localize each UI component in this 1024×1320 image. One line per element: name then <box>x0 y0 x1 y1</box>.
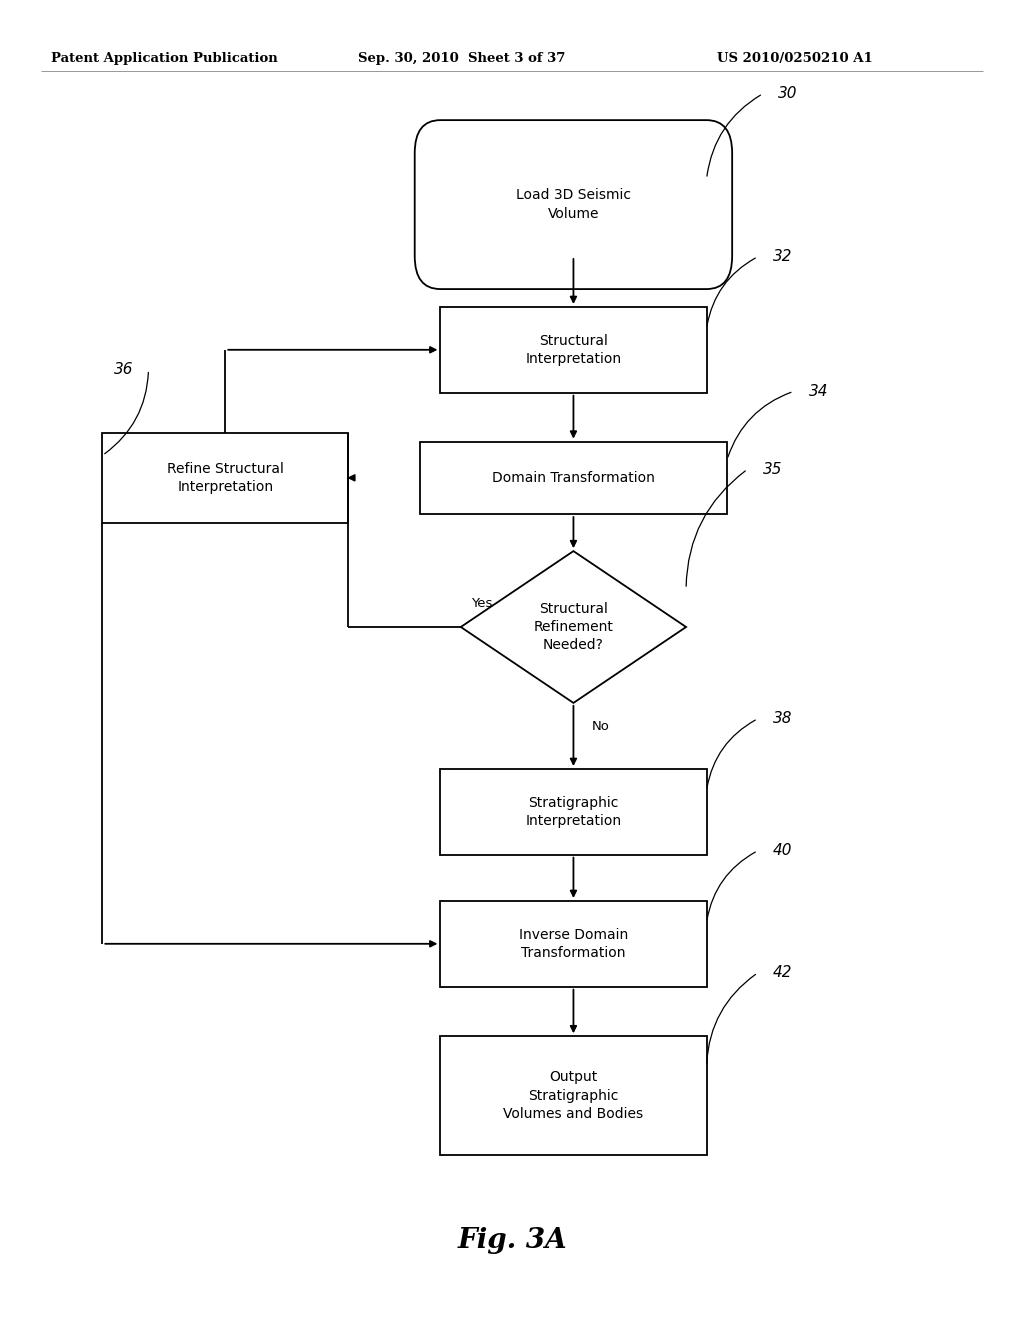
Text: US 2010/0250210 A1: US 2010/0250210 A1 <box>717 51 872 65</box>
Bar <box>440 306 707 393</box>
Text: Refine Structural
Interpretation: Refine Structural Interpretation <box>167 462 284 494</box>
Polygon shape <box>461 552 686 702</box>
Text: 32: 32 <box>773 249 793 264</box>
Bar <box>102 433 348 523</box>
Text: 42: 42 <box>773 965 793 981</box>
Text: No: No <box>592 721 609 733</box>
Bar <box>440 1036 707 1155</box>
Text: Stratigraphic
Interpretation: Stratigraphic Interpretation <box>525 796 622 828</box>
Text: 35: 35 <box>763 462 782 477</box>
Text: Domain Transformation: Domain Transformation <box>492 471 655 484</box>
Text: Structural
Refinement
Needed?: Structural Refinement Needed? <box>534 602 613 652</box>
Text: 36: 36 <box>114 362 133 378</box>
Text: Yes: Yes <box>471 597 493 610</box>
Text: Patent Application Publication: Patent Application Publication <box>51 51 278 65</box>
Text: 30: 30 <box>778 86 798 102</box>
FancyBboxPatch shape <box>415 120 732 289</box>
Text: Load 3D Seismic
Volume: Load 3D Seismic Volume <box>516 189 631 220</box>
Bar <box>440 768 707 855</box>
Text: 40: 40 <box>773 843 793 858</box>
Text: Output
Stratigraphic
Volumes and Bodies: Output Stratigraphic Volumes and Bodies <box>504 1071 643 1121</box>
Text: 34: 34 <box>809 384 828 399</box>
Text: Structural
Interpretation: Structural Interpretation <box>525 334 622 366</box>
Text: Inverse Domain
Transformation: Inverse Domain Transformation <box>519 928 628 960</box>
Text: 38: 38 <box>773 711 793 726</box>
Text: Fig. 3A: Fig. 3A <box>457 1228 567 1254</box>
Bar <box>440 902 707 987</box>
Text: Sep. 30, 2010  Sheet 3 of 37: Sep. 30, 2010 Sheet 3 of 37 <box>358 51 566 65</box>
Bar <box>420 441 727 513</box>
